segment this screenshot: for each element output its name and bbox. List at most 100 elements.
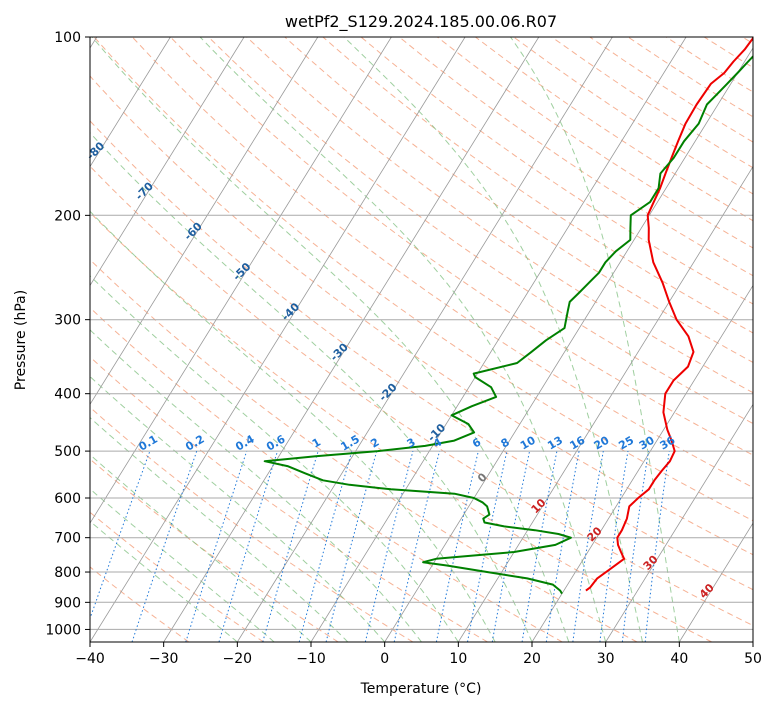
mixing-ratio-label: 16 bbox=[567, 433, 587, 452]
mixing-ratio-line bbox=[435, 450, 479, 642]
y-axis-label: Pressure (hPa) bbox=[13, 290, 29, 390]
isotherm-label: 20 bbox=[585, 524, 605, 544]
isotherm-label: 0 bbox=[475, 470, 490, 485]
isotherm-line bbox=[752, 641, 753, 642]
y-tick-label: 100 bbox=[54, 30, 81, 46]
y-tick-label: 500 bbox=[54, 444, 81, 460]
mixing-ratio-label: 0.6 bbox=[264, 432, 288, 453]
y-tick-label: 700 bbox=[54, 531, 81, 547]
x-tick-label: −30 bbox=[149, 651, 179, 667]
x-tick-label: −40 bbox=[75, 651, 105, 667]
mixing-ratio-label: 25 bbox=[616, 434, 636, 453]
dry-adiabat bbox=[93, 37, 753, 522]
dry-adiabat bbox=[90, 165, 753, 627]
dry-adiabat bbox=[90, 258, 638, 642]
mixing-ratio-line bbox=[218, 450, 279, 642]
chart-title: wetPf2_S129.2024.185.00.06.R07 bbox=[285, 12, 557, 32]
isotherm-label: -10 bbox=[425, 421, 448, 444]
mixing-ratio-line bbox=[185, 450, 248, 642]
moist-adiabat bbox=[90, 275, 459, 642]
y-tick-label: 200 bbox=[54, 208, 81, 224]
dry-adiabat bbox=[665, 37, 753, 93]
x-tick-label: −10 bbox=[296, 651, 326, 667]
dry-adiabat bbox=[131, 37, 753, 489]
moist-adiabat bbox=[91, 37, 570, 642]
isotherm-line bbox=[384, 47, 753, 642]
mixing-ratio-label: 1 bbox=[310, 436, 323, 451]
moist-adiabat bbox=[90, 210, 496, 642]
mixing-ratio-line bbox=[621, 451, 649, 642]
isotherm-line bbox=[531, 284, 753, 642]
plot-frame bbox=[89, 36, 754, 643]
dry-adiabat bbox=[703, 37, 753, 69]
isotherm-line bbox=[90, 37, 466, 642]
data-lines bbox=[263, 37, 753, 595]
moist-adiabat bbox=[510, 37, 680, 642]
dry-adiabat bbox=[246, 37, 753, 394]
isotherm-line bbox=[236, 37, 613, 642]
dry-adiabat bbox=[589, 37, 753, 143]
moist-adiabat bbox=[90, 416, 349, 642]
mixing-ratio-line bbox=[364, 450, 414, 642]
isotherm-line bbox=[678, 522, 753, 642]
isotherm-label: 10 bbox=[529, 496, 549, 516]
y-tick-label: 800 bbox=[54, 565, 81, 581]
isotherm-line bbox=[90, 37, 319, 406]
dry-adiabat bbox=[90, 458, 339, 642]
isotherm-line bbox=[163, 37, 540, 642]
x-tick-label: 10 bbox=[449, 651, 467, 667]
dry-adiabat bbox=[742, 37, 753, 45]
temperature-profile bbox=[585, 37, 753, 592]
dry-adiabat bbox=[90, 566, 190, 642]
isotherm-line bbox=[605, 403, 753, 642]
mixing-ratio-line bbox=[262, 450, 319, 642]
plot-area: 0.1 0.2 0.4 0.6 1 1.5 2 3 4 6 8 10 13 16 20 25 30 36-80-7… bbox=[84, 36, 754, 643]
mixing-ratio-label: 0.4 bbox=[233, 432, 257, 453]
dry-adiabat bbox=[90, 75, 753, 556]
isotherm-line bbox=[90, 37, 171, 168]
x-tick-label: 40 bbox=[670, 651, 688, 667]
mixing-ratio-line bbox=[599, 451, 629, 642]
moist-adiabat bbox=[90, 520, 238, 642]
isotherm-label: 30 bbox=[641, 553, 661, 573]
isotherm-label: -50 bbox=[230, 260, 253, 283]
isotherm-label: -30 bbox=[328, 340, 351, 363]
dry-adiabat bbox=[90, 356, 488, 642]
mixing-ratio-label: 1.5 bbox=[338, 433, 361, 454]
mixing-ratio-line bbox=[491, 450, 531, 642]
moist-adiabat bbox=[343, 37, 643, 642]
mixing-ratio-label: 8 bbox=[499, 436, 512, 451]
moist-adiabat bbox=[90, 488, 275, 642]
moist-adiabat bbox=[90, 132, 533, 642]
mixing-ratio-line bbox=[131, 450, 198, 642]
isotherm-line bbox=[90, 37, 245, 287]
dry-adiabat bbox=[284, 37, 753, 363]
x-tick-label: −20 bbox=[223, 651, 253, 667]
x-tick-label: 30 bbox=[597, 651, 615, 667]
background-lines bbox=[90, 37, 753, 642]
isotherm-line bbox=[457, 165, 753, 642]
dry-adiabat bbox=[436, 37, 753, 249]
mixing-ratio-line bbox=[325, 450, 378, 642]
x-axis-label: Temperature (°C) bbox=[360, 681, 482, 697]
dry-adiabat bbox=[90, 306, 563, 642]
isotherm-line bbox=[90, 37, 392, 524]
dry-adiabat bbox=[551, 37, 753, 169]
x-tick-label: 50 bbox=[744, 651, 762, 667]
isotherm-label: -80 bbox=[84, 139, 107, 162]
dry-adiabat bbox=[360, 37, 753, 305]
x-tick-label: 20 bbox=[523, 651, 541, 667]
y-tick-label: 900 bbox=[54, 595, 81, 611]
dry-adiabat bbox=[90, 511, 264, 642]
mixing-ratio-line bbox=[644, 451, 670, 642]
mixing-ratio-line bbox=[572, 451, 604, 642]
dry-adiabat bbox=[90, 211, 712, 642]
y-tick-label: 300 bbox=[54, 313, 81, 329]
mixing-ratio-label: 10 bbox=[518, 433, 538, 452]
mixing-ratio-line bbox=[393, 450, 440, 642]
dry-adiabat bbox=[90, 120, 753, 591]
mixing-ratio-line bbox=[90, 450, 151, 620]
mixing-ratio-label: 0.2 bbox=[183, 433, 206, 454]
isotherm-label: 40 bbox=[697, 581, 717, 601]
